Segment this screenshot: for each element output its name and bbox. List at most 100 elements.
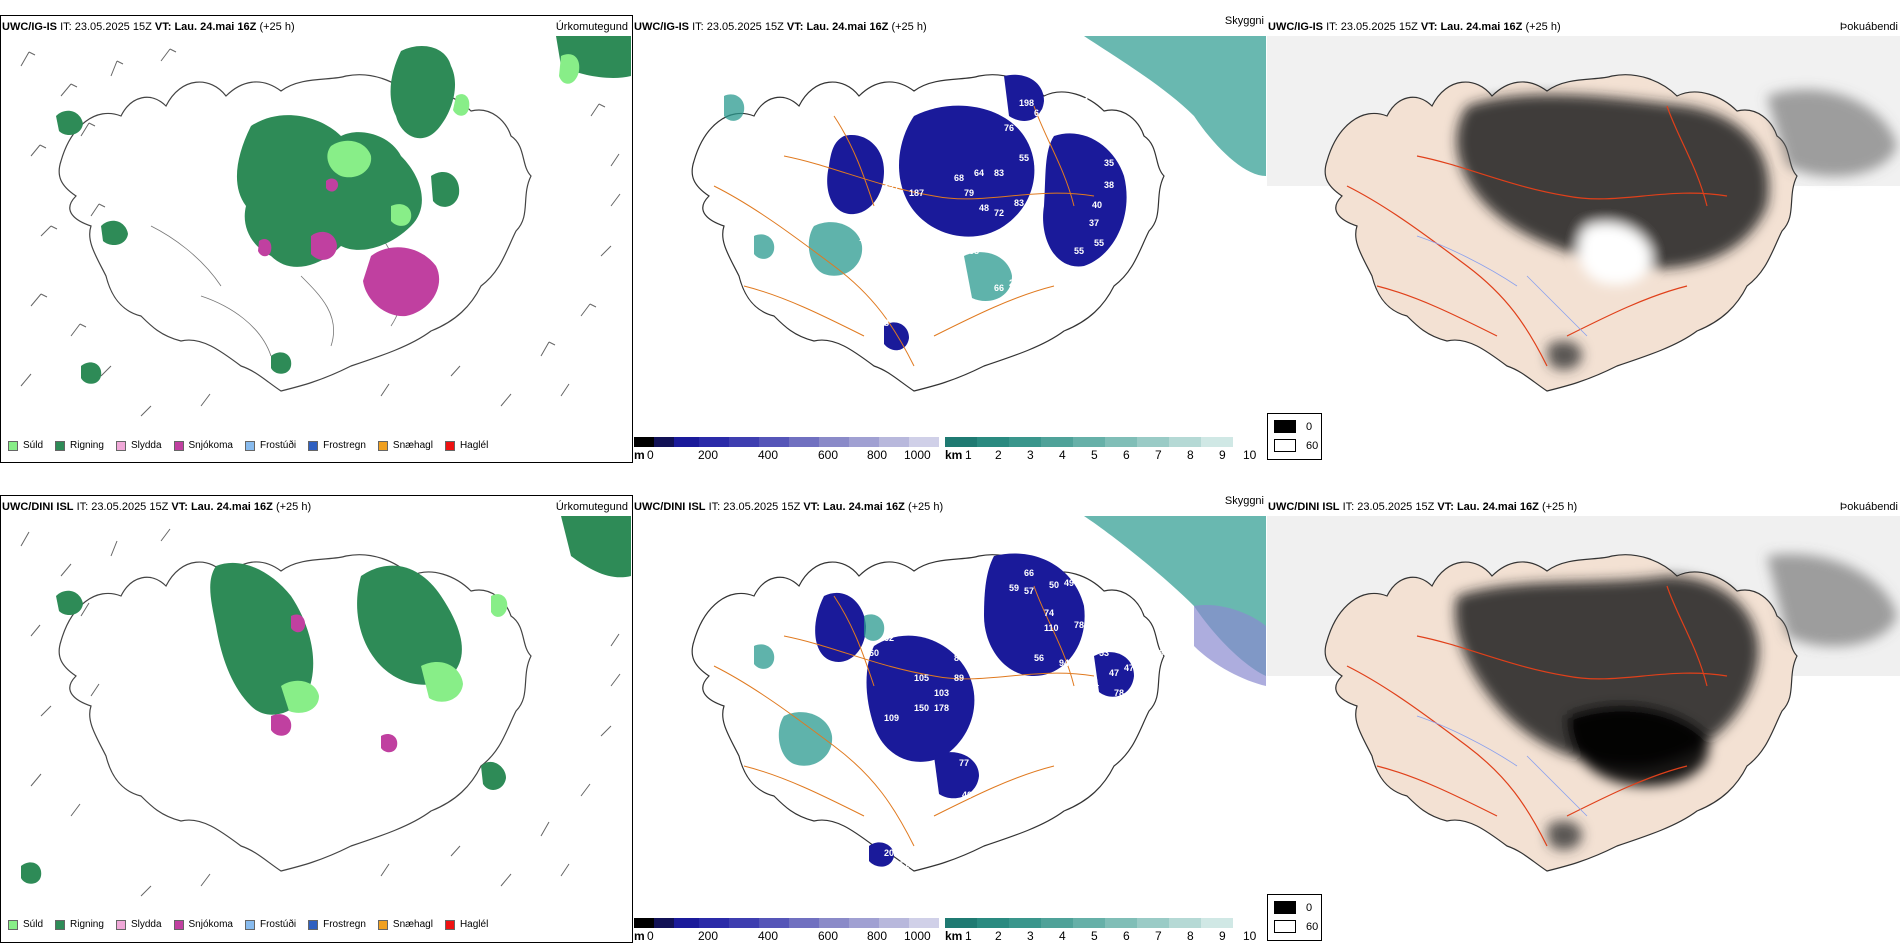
precip-title: Úrkomutegund xyxy=(555,21,628,33)
vis-tick: 7 xyxy=(1155,448,1162,462)
legend-swatch xyxy=(377,440,388,451)
cloud-title: Skyggni xyxy=(1224,15,1264,27)
height-label: 109 xyxy=(884,713,899,723)
legend-swatch xyxy=(55,440,66,451)
precip-title: Úrkomutegund xyxy=(555,501,628,513)
height-label: 139 xyxy=(1019,223,1034,233)
precip-header: UWC/DINI ISL IT: 23.05.2025 15Z VT: Lau.… xyxy=(2,501,312,513)
height-label: 45 xyxy=(1059,263,1069,273)
vis-tick: 3 xyxy=(1027,929,1034,943)
height-label: 56 xyxy=(1034,653,1044,663)
vis-tick: 8 xyxy=(1187,448,1194,462)
height-label: 74 xyxy=(1044,608,1054,618)
vis-tick: 6 xyxy=(1123,448,1130,462)
height-tick: 600 xyxy=(818,929,839,943)
legend-swatch xyxy=(308,440,319,451)
height-label: 94 xyxy=(1059,658,1069,668)
height-label: 65 xyxy=(994,708,1004,718)
cloud-title: Skyggni xyxy=(1224,495,1264,507)
vis-tick: 5 xyxy=(1091,448,1098,462)
height-tick: 0 xyxy=(647,448,654,462)
height-label: 89 xyxy=(954,673,964,683)
height-label: 205 xyxy=(884,848,899,858)
height-tick: 800 xyxy=(867,929,888,943)
row-2: UWC/DINI ISL IT: 23.05.2025 15Z VT: Lau.… xyxy=(0,478,1900,950)
height-label: 60 xyxy=(869,648,879,658)
legend-swatch xyxy=(308,919,319,930)
fog-legend-swatch xyxy=(1274,420,1296,433)
vis-tick: 10 xyxy=(1243,929,1257,943)
height-label: 66 xyxy=(1024,568,1034,578)
height-label: 46 xyxy=(924,303,934,313)
height-label: 64 xyxy=(974,168,984,178)
legend-swatch xyxy=(115,919,126,930)
height-label: 150 xyxy=(914,703,929,713)
vis-tick: 4 xyxy=(1059,448,1066,462)
vis-legend-bar xyxy=(945,437,1265,447)
height-label: 76 xyxy=(1004,123,1014,133)
legend-item: Snæhagl xyxy=(377,440,433,451)
height-label: 53 xyxy=(1099,648,1109,658)
height-label: 47 xyxy=(1124,663,1134,673)
height-label: 26 xyxy=(1009,278,1019,288)
height-label: 101 xyxy=(1074,663,1089,673)
fog-legend-swatch xyxy=(1274,920,1296,933)
height-label: 54 xyxy=(984,748,994,758)
row-1: UWC/IG-IS IT: 23.05.2025 15Z VT: Lau. 24… xyxy=(0,0,1900,470)
height-tick: 0 xyxy=(647,929,654,943)
fog-legend: 0 60 xyxy=(1267,413,1322,460)
height-label: 58 xyxy=(969,246,979,256)
legend-swatch xyxy=(244,440,255,451)
vis-tick: 9 xyxy=(1219,929,1226,943)
precip-map xyxy=(1,36,631,434)
vis-tick: 5 xyxy=(1091,929,1098,943)
height-label: 96 xyxy=(1114,240,1124,250)
legend-item: Súld xyxy=(8,919,43,930)
legend-item: Snjókoma xyxy=(173,919,233,930)
height-label: 35 xyxy=(1104,158,1114,168)
legend-item: Frostúði xyxy=(244,919,296,930)
height-label: 110 xyxy=(1044,623,1059,633)
height-label: 40 xyxy=(962,790,972,800)
vis-unit: km xyxy=(945,929,963,943)
height-label: 38 xyxy=(1104,180,1114,190)
height-label: 48 xyxy=(979,203,989,213)
vis-tick: 3 xyxy=(1027,448,1034,462)
height-label: 50 xyxy=(974,713,984,723)
legend-swatch xyxy=(173,440,184,451)
vis-tick: 7 xyxy=(1155,929,1162,943)
vis-unit: km xyxy=(945,448,963,462)
height-label: 83 xyxy=(954,653,964,663)
height-label: 60 xyxy=(1034,138,1044,148)
height-legend: m 0 200 400 600 800 1000 xyxy=(634,437,939,462)
height-label: 295 xyxy=(1154,648,1169,658)
legend-item: Slydda xyxy=(115,919,162,930)
height-label: 79 xyxy=(964,188,974,198)
height-label: 105 xyxy=(914,673,929,683)
height-label: 83 xyxy=(1014,198,1024,208)
height-label: 72 xyxy=(994,208,1004,218)
fog-legend-row: 0 xyxy=(1274,901,1321,914)
height-label: 63 xyxy=(1064,113,1074,123)
legend-item: Haglél xyxy=(444,919,488,930)
height-label: 84 xyxy=(1124,216,1134,226)
legend-swatch xyxy=(444,440,455,451)
fog-title: Þokuábendi xyxy=(1839,501,1898,513)
height-tick: 400 xyxy=(758,448,779,462)
precip-legend: Súld Rigning Slydda Snjókoma Frostúði Fr… xyxy=(8,440,500,451)
height-label: 83 xyxy=(994,168,1004,178)
height-label: 71 xyxy=(879,204,889,214)
height-tick: 400 xyxy=(758,929,779,943)
legend-swatch xyxy=(173,919,184,930)
height-unit: m xyxy=(634,448,645,462)
height-label: 103 xyxy=(934,688,949,698)
precip-header: UWC/IG-IS IT: 23.05.2025 15Z VT: Lau. 24… xyxy=(2,21,295,33)
height-label: 49 xyxy=(1064,578,1074,588)
fog-header: UWC/DINI ISL IT: 23.05.2025 15Z VT: Lau.… xyxy=(1268,501,1578,513)
fog-header: UWC/IG-IS IT: 23.05.2025 15Z VT: Lau. 24… xyxy=(1268,21,1561,33)
height-tick: 800 xyxy=(867,448,888,462)
vis-tick: 1 xyxy=(965,929,972,943)
height-label: 37 xyxy=(1089,218,1099,228)
height-label: 55 xyxy=(1074,246,1084,256)
